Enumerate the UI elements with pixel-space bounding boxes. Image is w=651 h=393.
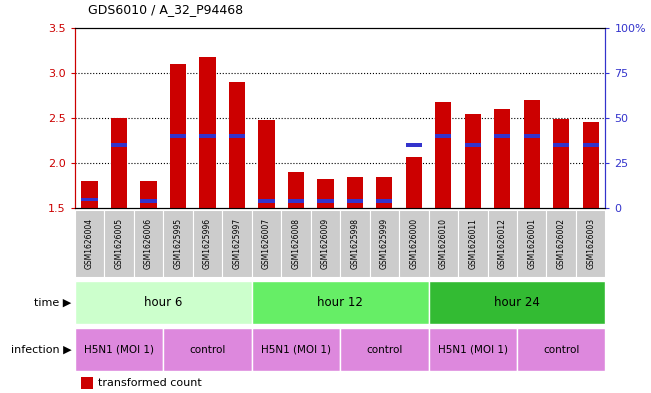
Bar (553, 119, 570, 208)
Bar (81, 181, 98, 208)
Bar (523, 100, 540, 208)
Bar (428, 328, 517, 371)
Text: GSM1626008: GSM1626008 (292, 218, 300, 269)
Bar (163, 328, 252, 371)
Bar (252, 210, 281, 277)
Bar (583, 121, 599, 208)
Text: GSM1626003: GSM1626003 (586, 218, 595, 269)
Bar (494, 109, 510, 208)
Text: GSM1626009: GSM1626009 (321, 218, 330, 269)
Text: control: control (366, 345, 402, 355)
Bar (170, 134, 186, 138)
Text: hour 12: hour 12 (317, 296, 363, 309)
Bar (288, 200, 304, 203)
Text: GDS6010 / A_32_P94468: GDS6010 / A_32_P94468 (88, 3, 243, 16)
Text: GSM1625999: GSM1625999 (380, 218, 389, 269)
Bar (141, 181, 157, 208)
Bar (494, 134, 510, 138)
Bar (399, 210, 428, 277)
Bar (406, 143, 422, 147)
Text: GSM1626004: GSM1626004 (85, 218, 94, 269)
Bar (465, 143, 481, 147)
Bar (311, 210, 340, 277)
Bar (583, 143, 599, 147)
Text: H5N1 (MOI 1): H5N1 (MOI 1) (261, 345, 331, 355)
Text: GSM1626011: GSM1626011 (468, 218, 477, 269)
Bar (104, 210, 134, 277)
Bar (81, 198, 98, 201)
Text: control: control (189, 345, 226, 355)
Bar (111, 143, 127, 147)
Bar (199, 134, 215, 138)
Bar (252, 328, 340, 371)
Text: GSM1626000: GSM1626000 (409, 218, 419, 269)
Text: hour 6: hour 6 (144, 296, 182, 309)
Text: control: control (543, 345, 579, 355)
Text: GSM1625995: GSM1625995 (174, 218, 182, 269)
Bar (546, 210, 576, 277)
Bar (553, 143, 570, 147)
Text: GSM1626006: GSM1626006 (144, 218, 153, 269)
Bar (75, 281, 252, 324)
Bar (222, 210, 252, 277)
Bar (163, 210, 193, 277)
Bar (517, 210, 546, 277)
Bar (75, 328, 163, 371)
Bar (523, 134, 540, 138)
Text: H5N1 (MOI 1): H5N1 (MOI 1) (437, 345, 508, 355)
Bar (134, 210, 163, 277)
Bar (436, 102, 451, 208)
Bar (428, 210, 458, 277)
Text: transformed count: transformed count (98, 378, 202, 388)
Text: GSM1625998: GSM1625998 (350, 218, 359, 269)
Bar (317, 179, 333, 208)
Bar (436, 134, 451, 138)
Text: infection ▶: infection ▶ (11, 345, 72, 355)
Bar (199, 57, 215, 208)
Bar (111, 118, 127, 208)
Bar (576, 210, 605, 277)
Bar (258, 200, 275, 203)
Bar (458, 210, 488, 277)
Text: GSM1625997: GSM1625997 (232, 218, 242, 269)
Bar (428, 281, 605, 324)
Bar (229, 82, 245, 208)
Bar (340, 210, 370, 277)
Text: hour 24: hour 24 (494, 296, 540, 309)
Bar (252, 281, 428, 324)
Bar (229, 134, 245, 138)
Text: GSM1626012: GSM1626012 (498, 218, 506, 269)
Text: GSM1626007: GSM1626007 (262, 218, 271, 269)
Bar (141, 200, 157, 203)
Bar (376, 200, 393, 203)
Bar (347, 177, 363, 208)
Bar (75, 210, 104, 277)
Text: GSM1626010: GSM1626010 (439, 218, 448, 269)
Bar (193, 210, 222, 277)
Bar (517, 328, 605, 371)
Bar (406, 157, 422, 208)
Text: time ▶: time ▶ (35, 298, 72, 308)
Bar (465, 114, 481, 208)
Bar (370, 210, 399, 277)
Text: GSM1625996: GSM1625996 (203, 218, 212, 269)
Bar (281, 210, 311, 277)
Bar (488, 210, 517, 277)
Bar (170, 64, 186, 208)
Bar (288, 172, 304, 208)
Text: H5N1 (MOI 1): H5N1 (MOI 1) (84, 345, 154, 355)
Bar (340, 328, 428, 371)
Bar (376, 177, 393, 208)
Text: GSM1626001: GSM1626001 (527, 218, 536, 269)
Bar (258, 120, 275, 208)
Bar (347, 200, 363, 203)
Bar (317, 200, 333, 203)
Text: GSM1626002: GSM1626002 (557, 218, 566, 269)
Text: GSM1626005: GSM1626005 (115, 218, 124, 269)
